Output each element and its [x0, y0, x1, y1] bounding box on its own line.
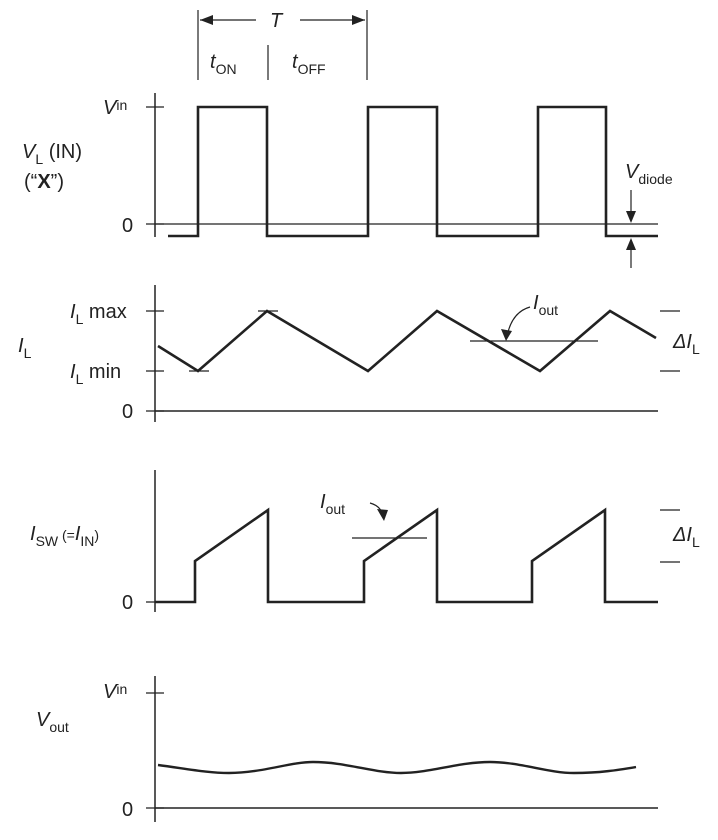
panel-il: IL max IL min 0 IL Iout ΔIL: [18, 285, 700, 423]
t-off-label: tOFF: [292, 51, 326, 77]
vout-vin-label: Vin: [103, 681, 127, 703]
isw-iout-arrowhead: [377, 509, 388, 521]
il-name-label: IL: [18, 335, 32, 361]
vl-name-label: VL (IN): [22, 141, 82, 167]
period-arrowhead-left: [200, 15, 213, 25]
il-iout-arrowhead: [501, 329, 512, 341]
vdiode-label: Vdiode: [625, 161, 673, 187]
il-delta-label: ΔIL: [672, 331, 700, 357]
vl-alias-label: (“X”): [24, 171, 64, 193]
period-arrowhead-right: [352, 15, 365, 25]
vl-square-wave: [168, 107, 658, 236]
panel-vl: Vin 0 VL (IN) (“X”) Vdiode: [22, 93, 673, 268]
vl-zero-label: 0: [122, 215, 133, 237]
isw-iout-label: Iout: [320, 491, 345, 517]
panel-vout: Vin 0 Vout: [36, 676, 658, 822]
isw-delta-label: ΔIL: [672, 524, 700, 550]
vdiode-arrowhead-up: [626, 238, 636, 250]
vout-name-label: Vout: [36, 709, 69, 735]
vout-ripple-wave: [158, 762, 636, 773]
vout-zero-label: 0: [122, 799, 133, 821]
isw-sawtooth-wave: [155, 510, 658, 602]
isw-zero-label: 0: [122, 592, 133, 614]
il-max-label: IL max: [70, 301, 127, 327]
il-iout-label: Iout: [533, 292, 558, 318]
t-on-label: tON: [210, 51, 237, 77]
timing-header: T tON tOFF: [198, 10, 367, 80]
panel-isw: 0 ISW (=IIN) Iout ΔIL: [30, 470, 700, 614]
period-label: T: [270, 10, 284, 32]
vl-vin-label: Vin: [103, 97, 127, 119]
il-min-label: IL min: [70, 361, 121, 387]
vdiode-arrowhead-down: [626, 211, 636, 223]
il-zero-label: 0: [122, 401, 133, 423]
isw-name-label: ISW (=IIN): [30, 523, 99, 549]
